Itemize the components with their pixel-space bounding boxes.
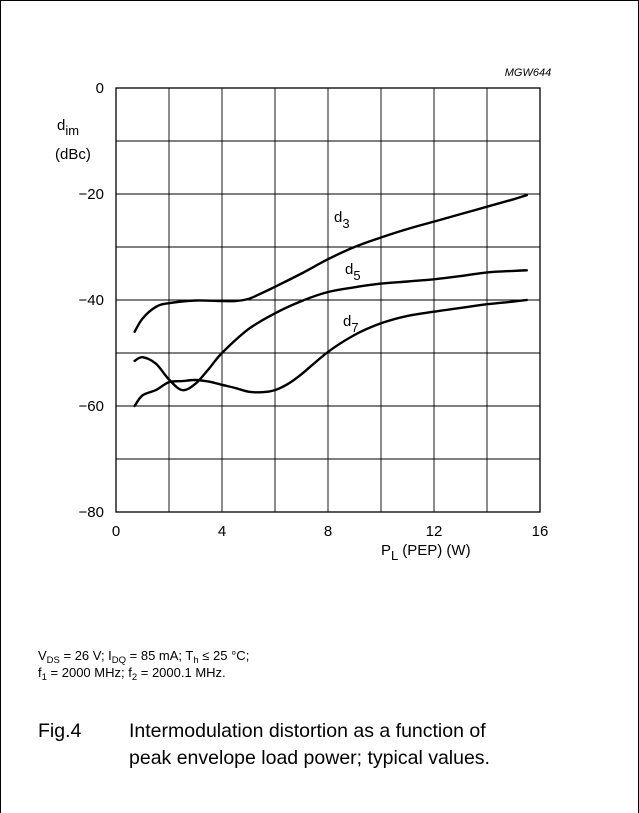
series-label-d5: d5 — [345, 261, 361, 283]
cond-f1: f — [38, 665, 42, 680]
x-axis-label-rest: (PEP) (W) — [402, 542, 470, 559]
x-tick-label: 0 — [112, 523, 120, 540]
series-label-d3-sub: 3 — [342, 216, 349, 231]
series-label-d3-main: d — [334, 209, 342, 226]
cond-f1-value: = 2000 MHz; f — [46, 665, 132, 680]
caption-text-1: Intermodulation distortion as a function… — [129, 720, 486, 742]
y-tick-label: −80 — [79, 504, 104, 521]
y-axis-unit: (dBc) — [55, 146, 91, 163]
x-tick-label: 12 — [426, 523, 443, 540]
series-line-d5 — [133, 269, 528, 392]
series-label-d7-sub: 7 — [351, 320, 358, 335]
chart-code: MGW644 — [505, 67, 551, 79]
cond-vds-value: = 26 V; I — [59, 648, 112, 663]
figure-number: Fig.4 — [38, 720, 82, 742]
conditions-line-2: f1 = 2000 MHz; f2 = 2000.1 MHz. — [38, 664, 249, 683]
figure-caption: Fig.4 Intermodulation distortion as a fun… — [38, 718, 490, 772]
series-label-d7-main: d — [343, 313, 351, 330]
series-label-d7: d7 — [343, 313, 359, 335]
series-line-d7 — [133, 298, 528, 408]
series-label-d5-sub: 5 — [353, 268, 360, 283]
y-tick-label: 0 — [96, 80, 104, 97]
x-tick-label: 16 — [532, 523, 549, 540]
series-label-d5-main: d — [345, 261, 353, 278]
y-tick-label: −60 — [79, 398, 104, 415]
axis-ticks: 0 4 8 12 16 0 −20 −40 −60 −80 — [79, 80, 549, 540]
plot-border — [115, 87, 541, 513]
cond-vds-sub: DS — [46, 655, 60, 666]
cond-idq-value: = 85 mA; T — [126, 648, 194, 663]
series-lines — [133, 193, 528, 408]
cond-th-value: ≤ 25 °C; — [198, 648, 250, 663]
y-axis-label-sub: im — [65, 123, 79, 138]
chart: 0 4 8 12 160−20−40−60−80 MGW644 dim (dBc) PL… — [55, 67, 551, 563]
caption-line-2: peak envelope load power; typical values… — [129, 747, 490, 769]
y-axis-label: dim — [57, 117, 79, 138]
y-tick-label: −20 — [79, 186, 104, 203]
x-axis-label: PL (PEP) (W) — [381, 542, 471, 563]
caption-line-1: Fig.4 Intermodulation distortion as a fun… — [38, 718, 490, 745]
cond-f2-sub: 2 — [131, 672, 138, 683]
x-tick-label: 4 — [218, 523, 226, 540]
series-label-d3: d3 — [334, 209, 350, 231]
test-conditions: VDS = 26 V; IDQ = 85 mA; Th ≤ 25 °C; f1 … — [38, 647, 250, 683]
cond-idq-sub: DQ — [111, 655, 127, 666]
x-tick-label: 8 — [324, 523, 332, 540]
series-line-d3 — [133, 193, 528, 333]
x-axis-label-main: P — [381, 542, 391, 559]
cond-th-sub: h — [193, 655, 199, 666]
cond-vds: V — [38, 648, 47, 663]
cond-f1-sub: 1 — [41, 672, 47, 683]
cond-f2-value: = 2000.1 MHz. — [137, 665, 226, 680]
y-axis-label-main: d — [57, 117, 65, 134]
x-axis-label-sub: L — [391, 548, 398, 563]
grid — [116, 88, 540, 512]
y-tick-label: −40 — [79, 292, 104, 309]
conditions-line-1: VDS = 26 V; IDQ = 85 mA; Th ≤ 25 °C; — [38, 647, 250, 666]
